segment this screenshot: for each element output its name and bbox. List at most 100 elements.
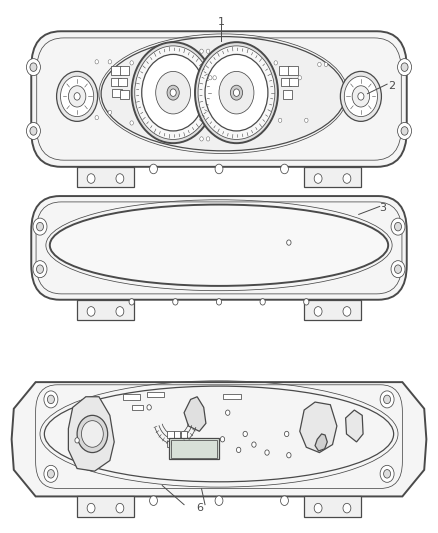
Polygon shape	[346, 410, 363, 442]
Bar	[304, 167, 361, 187]
Circle shape	[77, 415, 108, 453]
Circle shape	[68, 86, 86, 107]
Circle shape	[265, 450, 269, 455]
Bar	[123, 393, 141, 400]
Circle shape	[47, 470, 54, 478]
Circle shape	[343, 306, 351, 316]
Circle shape	[129, 298, 134, 305]
Text: 6: 6	[196, 503, 203, 513]
FancyBboxPatch shape	[31, 31, 407, 167]
Circle shape	[26, 59, 40, 76]
Circle shape	[281, 164, 288, 174]
Circle shape	[380, 465, 394, 482]
Circle shape	[215, 496, 223, 505]
Circle shape	[285, 431, 289, 437]
Circle shape	[87, 503, 95, 513]
Circle shape	[198, 46, 275, 140]
Circle shape	[287, 453, 291, 458]
Circle shape	[33, 261, 47, 278]
Circle shape	[216, 298, 222, 305]
Circle shape	[314, 174, 322, 183]
Circle shape	[401, 63, 408, 71]
Bar	[77, 300, 134, 320]
Circle shape	[205, 54, 268, 131]
Circle shape	[314, 306, 322, 316]
Ellipse shape	[101, 37, 346, 151]
Circle shape	[252, 442, 256, 447]
Ellipse shape	[50, 205, 388, 286]
Circle shape	[384, 395, 391, 403]
Circle shape	[220, 437, 225, 442]
Circle shape	[380, 391, 394, 408]
Polygon shape	[12, 382, 426, 496]
Bar	[180, 431, 187, 438]
Circle shape	[281, 496, 288, 505]
Circle shape	[401, 127, 408, 135]
Circle shape	[304, 298, 309, 305]
Polygon shape	[315, 434, 327, 451]
Circle shape	[142, 54, 205, 131]
Circle shape	[130, 121, 134, 125]
Circle shape	[352, 86, 370, 107]
Circle shape	[206, 137, 210, 141]
Circle shape	[173, 298, 178, 305]
Circle shape	[108, 110, 112, 115]
Circle shape	[206, 49, 210, 53]
Circle shape	[395, 265, 402, 273]
Circle shape	[95, 116, 99, 120]
Circle shape	[116, 174, 124, 183]
Circle shape	[226, 410, 230, 415]
Circle shape	[233, 89, 240, 96]
Bar	[304, 496, 361, 516]
Bar	[283, 90, 292, 99]
Bar	[77, 496, 134, 516]
Circle shape	[279, 118, 282, 123]
Circle shape	[219, 71, 254, 114]
FancyBboxPatch shape	[31, 196, 407, 300]
Bar	[174, 441, 180, 447]
Circle shape	[147, 405, 151, 410]
Circle shape	[358, 93, 364, 100]
Circle shape	[314, 503, 322, 513]
Circle shape	[116, 503, 124, 513]
Circle shape	[343, 174, 351, 183]
Circle shape	[170, 89, 176, 96]
Circle shape	[237, 447, 241, 453]
Circle shape	[391, 218, 405, 235]
Bar	[279, 66, 289, 75]
Bar	[111, 78, 121, 86]
Bar	[174, 431, 180, 438]
Circle shape	[44, 391, 58, 408]
Circle shape	[398, 59, 412, 76]
Circle shape	[30, 63, 37, 71]
Circle shape	[298, 76, 301, 80]
Bar	[288, 66, 297, 75]
Circle shape	[395, 222, 402, 231]
Bar	[77, 167, 134, 187]
Circle shape	[108, 60, 112, 64]
Bar	[113, 89, 122, 98]
Bar	[167, 431, 173, 438]
Bar	[118, 78, 127, 86]
Bar	[289, 78, 298, 86]
Circle shape	[95, 60, 99, 64]
Text: 2: 2	[388, 81, 395, 91]
Circle shape	[215, 164, 223, 174]
Circle shape	[33, 218, 47, 235]
Circle shape	[44, 465, 58, 482]
Circle shape	[200, 49, 203, 53]
Circle shape	[74, 93, 80, 100]
Circle shape	[30, 127, 37, 135]
Bar	[223, 393, 241, 399]
Bar	[147, 392, 164, 397]
Bar	[304, 300, 361, 320]
Circle shape	[132, 42, 215, 143]
Polygon shape	[68, 397, 114, 471]
Text: 1: 1	[218, 17, 225, 27]
Bar	[282, 78, 291, 86]
Circle shape	[287, 240, 291, 245]
Bar	[120, 90, 130, 99]
Circle shape	[87, 174, 95, 183]
Circle shape	[274, 61, 278, 65]
Circle shape	[344, 76, 378, 117]
